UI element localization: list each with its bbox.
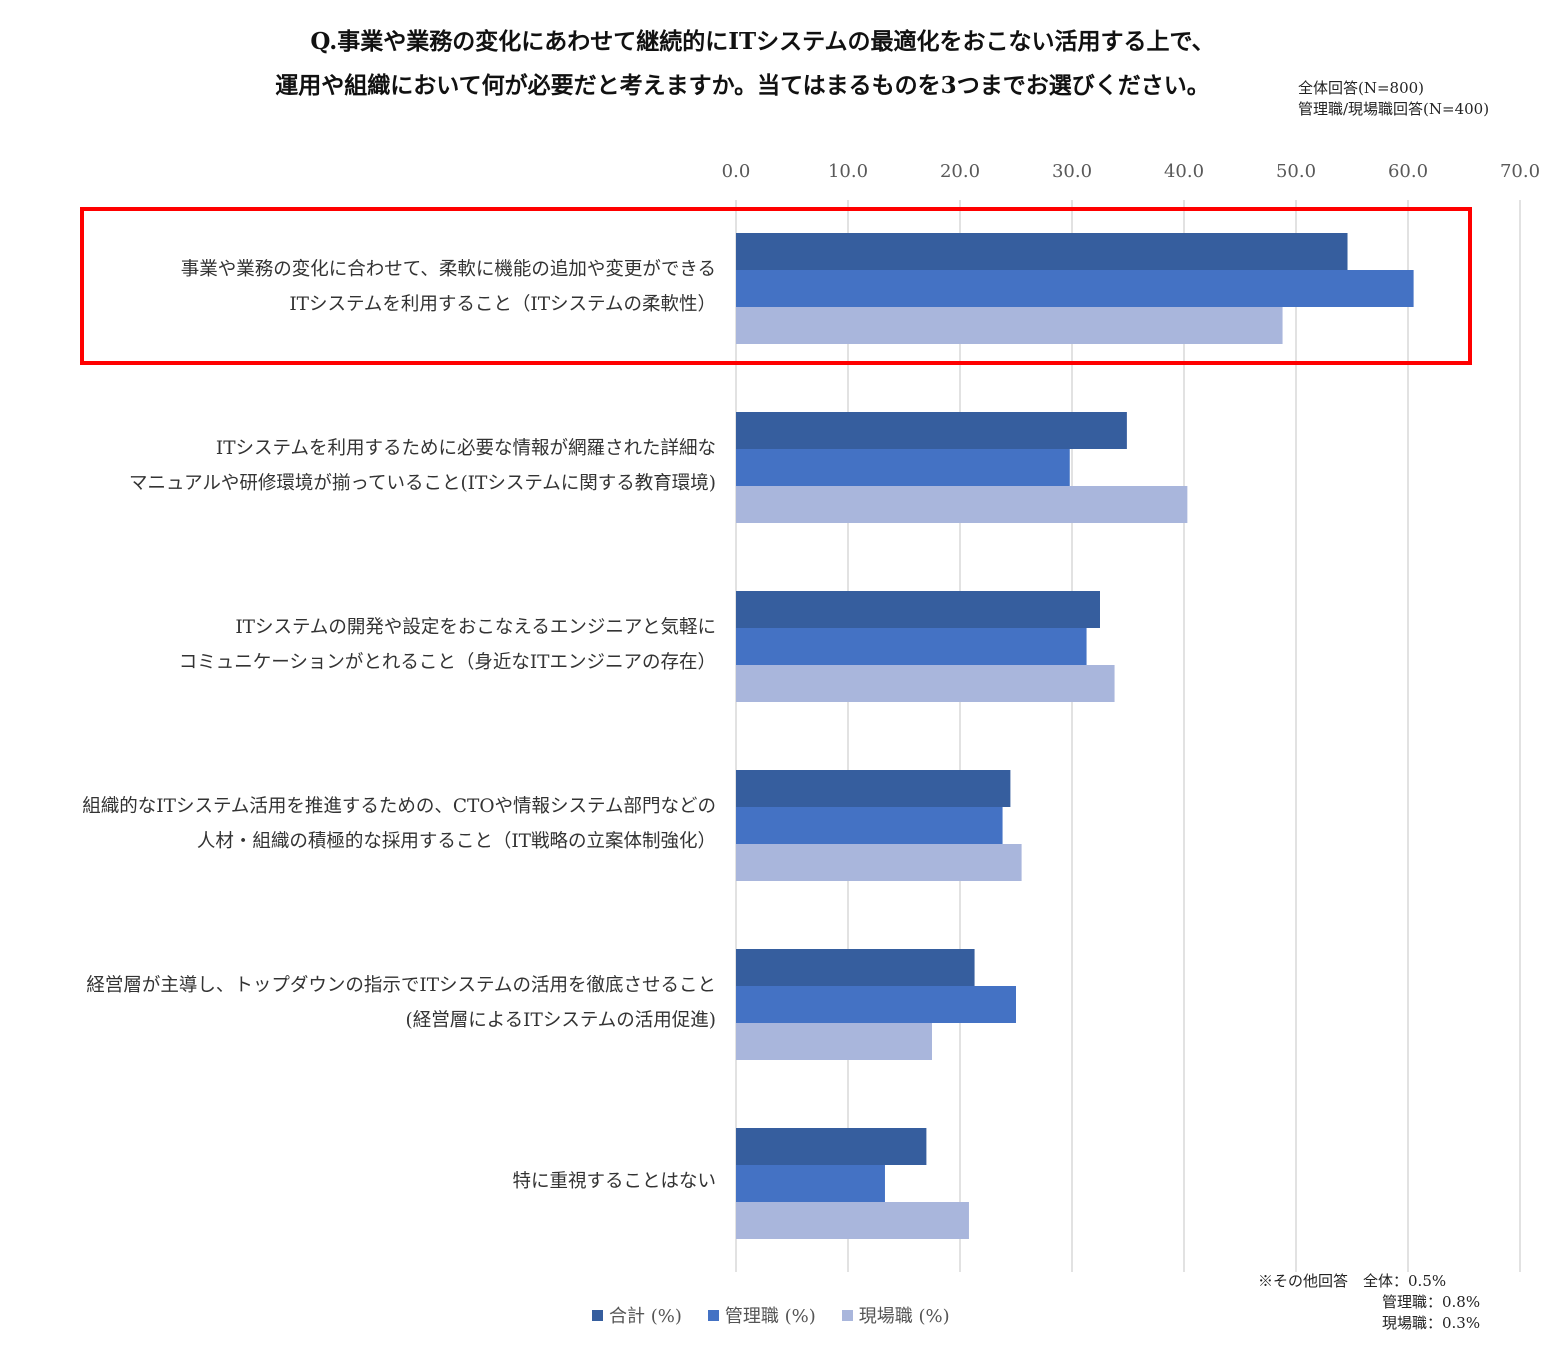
category-label: マニュアルや研修環境が揃っていること(ITシステムに関する教育環境) xyxy=(128,472,716,494)
x-tick-label: 10.0 xyxy=(828,161,868,182)
bar-field-3 xyxy=(736,665,1115,702)
sample-size-all: 全体回答(N=800) xyxy=(1298,79,1425,97)
other-note-line-2: 管理職：0.8% xyxy=(1382,1293,1481,1311)
legend-label: 管理職 (%) xyxy=(724,1306,816,1327)
category-label: コミュニケーションがとれること（身近なITエンジニアの存在） xyxy=(178,651,716,673)
category-label: ITシステムの開発や設定をおこなえるエンジニアと気軽に xyxy=(235,616,716,638)
category-label: 経営層が主導し、トップダウンの指示でITシステムの活用を徹底させること xyxy=(86,974,716,996)
x-tick-label: 70.0 xyxy=(1500,161,1540,182)
bar-field-2 xyxy=(736,486,1188,523)
other-note-line-1: ※その他回答 全体：0.5% xyxy=(1258,1272,1447,1290)
highlight-box xyxy=(80,207,1472,365)
bar-field-5 xyxy=(736,1023,932,1060)
category-label: 特に重視することはない xyxy=(512,1171,716,1192)
bar-manager-5 xyxy=(736,986,1016,1023)
category-label: 組織的なITシステム活用を推進するための、CTOや情報システム部門などの xyxy=(82,795,716,817)
bar-total-6 xyxy=(736,1128,927,1165)
sample-size-roles: 管理職/現場職回答(N=400) xyxy=(1298,100,1490,118)
bar-manager-2 xyxy=(736,449,1070,486)
chart-legend: 合計 (%) 管理職 (%) 現場職 (%) xyxy=(592,1302,950,1328)
other-note-line-3: 現場職：0.3% xyxy=(1382,1314,1481,1332)
bar-field-1 xyxy=(736,307,1283,344)
bar-manager-4 xyxy=(736,807,1003,844)
x-tick-label: 60.0 xyxy=(1388,161,1428,182)
category-label: 人材・組織の積極的な採用すること（IT戦略の立案体制強化） xyxy=(196,830,716,852)
x-tick-label: 0.0 xyxy=(722,161,751,182)
x-tick-label: 30.0 xyxy=(1052,161,1092,182)
chart-title-line-2: 運用や組織において何が必要だと考えますか。当てはまるものを3つまでお選びください… xyxy=(275,72,1210,99)
legend-swatch xyxy=(707,1309,719,1321)
chart-title-line-1: Q.事業や業務の変化にあわせて継続的にITシステムの最適化をおこない活用する上で… xyxy=(310,28,1215,55)
bar-total-4 xyxy=(736,770,1011,807)
bar-total-5 xyxy=(736,949,975,986)
category-label: 事業や業務の変化に合わせて、柔軟に機能の追加や変更ができる xyxy=(180,258,716,280)
legend-label: 合計 (%) xyxy=(609,1306,682,1327)
bar-total-1 xyxy=(736,233,1348,270)
x-tick-label: 50.0 xyxy=(1276,161,1316,182)
x-tick-label: 40.0 xyxy=(1164,161,1204,182)
category-label: ITシステムを利用するために必要な情報が網羅された詳細な xyxy=(215,437,716,459)
bar-total-2 xyxy=(736,412,1127,449)
legend-label: 現場職 (%) xyxy=(858,1306,950,1327)
legend-item: 管理職 (%) xyxy=(707,1302,816,1328)
legend-swatch xyxy=(841,1309,853,1321)
legend-item: 現場職 (%) xyxy=(841,1302,950,1328)
bar-manager-3 xyxy=(736,628,1087,665)
bar-field-6 xyxy=(736,1202,969,1239)
category-label: ITシステムを利用すること（ITシステムの柔軟性） xyxy=(289,293,716,315)
bar-total-3 xyxy=(736,591,1100,628)
category-label: (経営層によるITシステムの活用促進) xyxy=(405,1009,716,1031)
legend-item: 合計 (%) xyxy=(592,1302,682,1328)
legend-swatch xyxy=(592,1309,603,1321)
bar-manager-1 xyxy=(736,270,1414,307)
x-tick-label: 20.0 xyxy=(940,161,980,182)
bar-field-4 xyxy=(736,844,1022,881)
bar-manager-6 xyxy=(736,1165,885,1202)
